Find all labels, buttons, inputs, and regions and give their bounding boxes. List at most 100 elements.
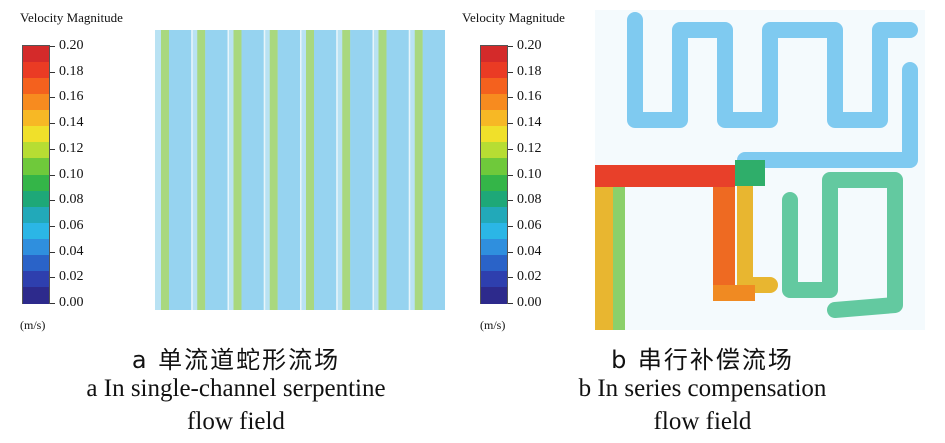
channel [169,30,192,310]
colorbar-segment [23,110,49,127]
colorbar-tick-mark [50,71,55,73]
compensation-channel [713,285,755,301]
colorbar-segment [23,222,49,240]
high-velocity-streak [342,30,351,310]
colorbar-tick-mark [508,200,513,202]
inlet-vertical-channel [595,187,613,330]
rib [408,30,411,310]
colorbar-tick-mark [50,251,55,253]
junction [735,160,765,186]
colorbar-segment [481,62,507,79]
colorbar-tick-mark [508,46,513,47]
colorbar-tick-mark [50,97,55,99]
colorbar-title: Velocity Magnitude [20,10,123,25]
colorbar-unit: (m/s) [20,318,46,332]
colorbar-tick-label: 0.06 [517,217,542,233]
channel [241,30,264,310]
colorbar-segment [481,94,507,111]
colorbar-segment [481,110,507,127]
rib [191,30,193,310]
colorbar-tick-label: 0.10 [59,166,84,182]
channel [422,30,445,310]
colorbar-tick-label: 0.18 [59,63,84,79]
colorbar-segment [481,286,507,304]
colorbar-tick-mark [508,303,513,304]
colorbar-tick-label: 0.04 [59,243,84,259]
caption-cn-b: b 串行补偿流场 [611,346,794,374]
caption-en-a-2: flow field [187,408,285,435]
colorbar-tick-label: 0.02 [517,269,542,285]
colorbar-tick-mark [50,174,55,176]
rib [372,30,374,310]
colorbar-segment [481,254,507,272]
colorbar-segment [23,78,49,95]
inlet-vertical-channel [613,187,625,330]
colorbar-segment [23,254,49,272]
colorbar-tick-label: 0.12 [517,140,542,156]
colorbar-tick-mark [50,225,55,227]
colorbar-segment [481,126,507,143]
rib [227,30,229,310]
colorbar [480,45,508,304]
colorbar-segment [23,94,49,111]
caption-en-a-1: a In single-channel serpentine [86,375,386,402]
high-velocity-streak [197,30,206,310]
colorbar-segment [23,46,49,63]
colorbar-segment [481,206,507,224]
colorbar-segment [23,142,49,160]
colorbar-segment [481,190,507,208]
colorbar-segment [23,158,49,176]
colorbar-segment [23,206,49,224]
serpentine-channel [782,172,903,318]
channel [205,30,228,310]
colorbar-segment [481,222,507,240]
velocity-field-a-svg [155,30,445,310]
colorbar-segment [23,270,49,288]
channel [350,30,373,310]
colorbar-tick-label: 0.18 [517,63,542,79]
colorbar-tick-mark [508,225,513,227]
panel-b: Velocity Magnitude 0.20 0.18 0.16 0.14 0.12 0… [460,0,945,443]
colorbar-segment [23,62,49,79]
high-velocity-streak [378,30,387,310]
colorbar-segment [481,270,507,288]
colorbar-tick-mark [508,97,513,99]
rib [263,30,266,310]
colorbar-tick-mark [508,71,513,73]
channel [277,30,300,310]
colorbar-title: Velocity Magnitude [462,10,565,25]
colorbar-tick-label: 0.02 [59,269,84,285]
colorbar-tick-label: 0.16 [59,89,84,105]
high-velocity-streak [306,30,314,310]
colorbar-tick-mark [508,174,513,176]
colorbar-tick-label: 0.04 [517,243,542,259]
inlet-high-velocity [595,165,735,187]
high-velocity-streak [414,30,423,310]
colorbar-tick-mark [50,148,55,150]
colorbar-tick-mark [50,46,55,47]
colorbar-tick-label: 0.12 [59,140,84,156]
velocity-field-a [155,30,445,310]
colorbar-segment [481,46,507,63]
colorbar-tick-label: 0.00 [517,295,542,310]
colorbar-tick-label: 0.10 [517,166,542,182]
colorbar-tick-label: 0.16 [517,89,542,105]
colorbar-segment [481,158,507,176]
colorbar-tick-label: 0.08 [59,192,84,208]
colorbar-tick-mark [50,200,55,202]
serpentine-channel [737,62,918,168]
high-velocity-streak [269,30,278,310]
colorbar-tick-label: 0.20 [59,38,84,53]
colorbar-unit: (m/s) [480,318,506,332]
rib [300,30,302,310]
colorbar-segment [23,174,49,192]
colorbar-segment [481,174,507,192]
velocity-field-b-svg [595,10,925,330]
colorbar-tick-label: 0.14 [517,115,542,131]
colorbar-tick-label: 0.00 [59,295,84,310]
serpentine-channel [627,12,918,128]
channel [314,30,337,310]
panel-a: Velocity Magnitude 0.20 0.18 0.16 0.14 0.12 0… [0,0,472,443]
caption-en-b-1: b In series compensation [578,375,827,402]
high-velocity-streak [233,30,242,310]
